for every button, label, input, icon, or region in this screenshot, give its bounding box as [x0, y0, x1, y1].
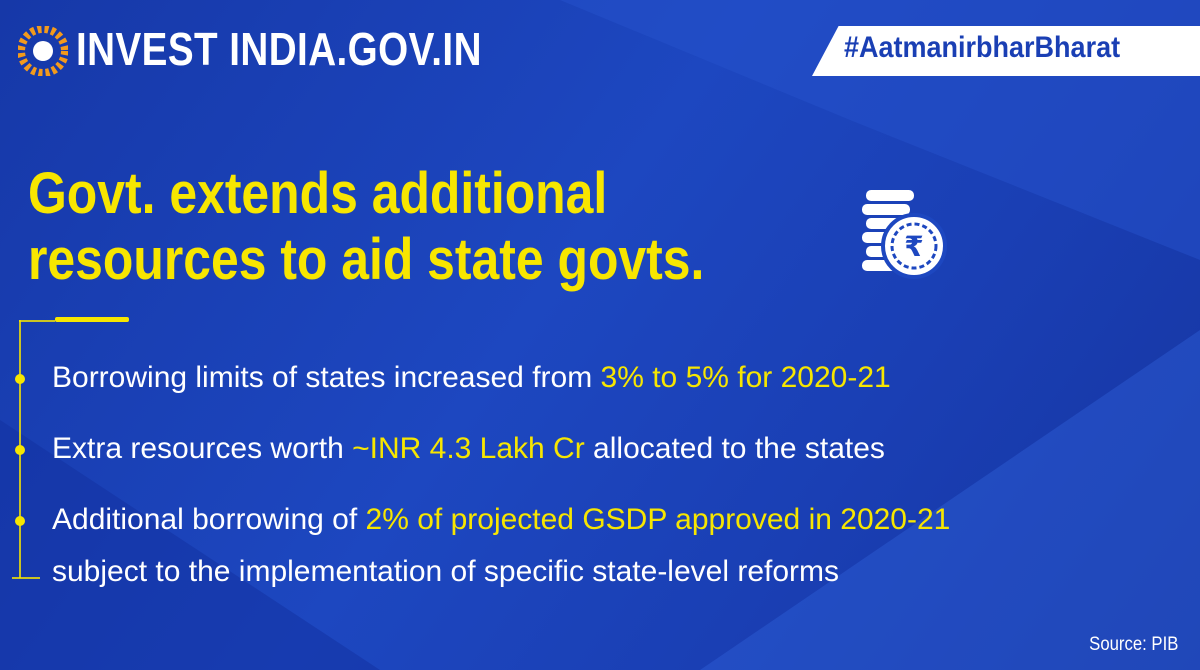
accent-line	[55, 317, 129, 322]
highlight-text: 3% to 5% for 2020-21	[600, 361, 891, 394]
svg-text:₹: ₹	[904, 230, 923, 263]
bullet-text: subject to the implementation of specifi…	[52, 555, 839, 589]
logo-text: INVEST INDIA.GOV.IN	[76, 23, 482, 75]
bullet-text: Additional borrowing of 2% of projected …	[52, 503, 950, 537]
title-line: Govt. extends additional	[28, 161, 608, 226]
text: allocated to the states	[584, 432, 885, 465]
timeline-top	[19, 320, 55, 322]
highlight-text: 2% of projected GSDP approved in 2020-21	[365, 503, 951, 536]
bullet-text: Extra resources worth ~INR 4.3 Lakh Cr a…	[52, 432, 885, 466]
text: subject to the implementation of specifi…	[52, 555, 840, 588]
bullet-text: Borrowing limits of states increased fro…	[52, 361, 891, 395]
text: Extra resources worth	[52, 432, 353, 465]
timeline-bottom	[12, 577, 40, 579]
hashtag: #AatmanirbharBharat	[844, 31, 1121, 64]
bullet-dot	[15, 445, 25, 455]
highlight-text: ~INR 4.3 Lakh Cr	[352, 432, 585, 465]
source: Source: PIB	[1088, 634, 1178, 655]
text: Borrowing limits of states increased fro…	[52, 361, 601, 394]
title-line: resources to aid state govts.	[28, 227, 705, 292]
bullet-dot	[15, 516, 25, 526]
logo-icon	[18, 26, 68, 76]
bullet-dot	[15, 374, 25, 384]
text: Additional borrowing of	[52, 503, 366, 536]
coin-icon: ₹	[862, 190, 947, 279]
